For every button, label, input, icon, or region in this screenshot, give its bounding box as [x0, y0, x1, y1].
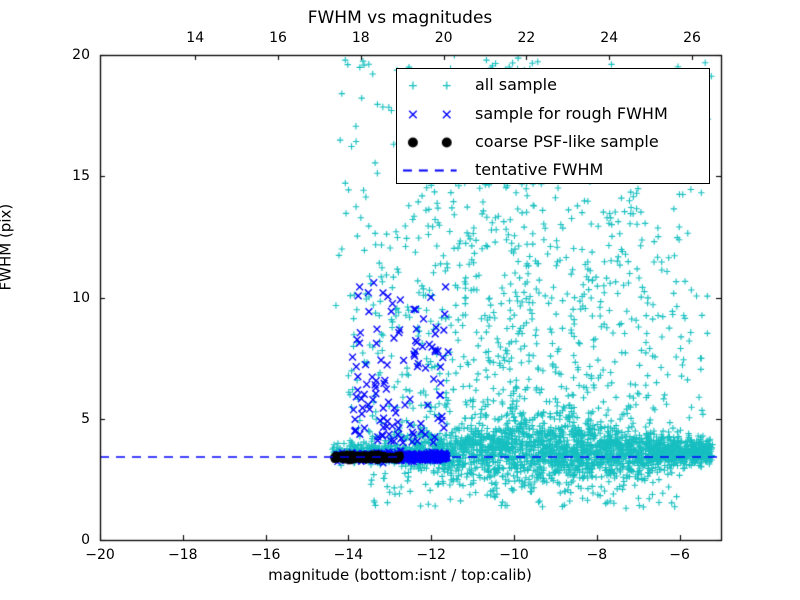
tick-label: 24 — [600, 30, 619, 46]
tick-label: 10 — [72, 289, 90, 306]
tick-label: 16 — [269, 30, 287, 46]
legend[interactable]: all sample sample for rough FWHM coarse … — [396, 68, 710, 185]
legend-entry-rough-fwhm: sample for rough FWHM — [397, 100, 709, 129]
legend-entry-tentative-fwhm: tentative FWHM — [397, 156, 709, 185]
tick-label: 20 — [434, 30, 453, 46]
tick-label: 14 — [186, 30, 205, 46]
legend-entry-coarse-psf: coarse PSF-like sample — [397, 128, 709, 157]
tick-label: −8 — [586, 547, 608, 563]
tick-label: −6 — [669, 547, 690, 563]
y-axis-label: FWHM (pix) — [0, 203, 15, 290]
legend-label: sample for rough FWHM — [475, 104, 668, 123]
tick-label: 18 — [351, 30, 370, 46]
legend-entry-all-sample: all sample — [397, 71, 709, 100]
tick-label: −20 — [85, 547, 115, 563]
legend-label: all sample — [475, 75, 557, 94]
legend-label: coarse PSF-like sample — [475, 132, 659, 151]
tick-label: 0 — [81, 532, 90, 548]
tick-label: −10 — [499, 547, 529, 563]
tick-label: −18 — [168, 547, 198, 563]
tick-label: 15 — [72, 168, 90, 185]
tick-label: 22 — [517, 30, 536, 46]
x-axis-label: magnitude (bottom:isnt / top:calib) — [268, 566, 532, 584]
tick-label: −14 — [333, 547, 364, 563]
tick-label: 20 — [72, 47, 90, 63]
tick-label: −16 — [250, 547, 281, 563]
tick-label: 5 — [81, 410, 90, 427]
tick-label: −12 — [416, 547, 446, 563]
legend-label: tentative FWHM — [475, 160, 604, 179]
chart-title: FWHM vs magnitudes — [307, 8, 493, 28]
tick-label: 26 — [683, 30, 701, 46]
